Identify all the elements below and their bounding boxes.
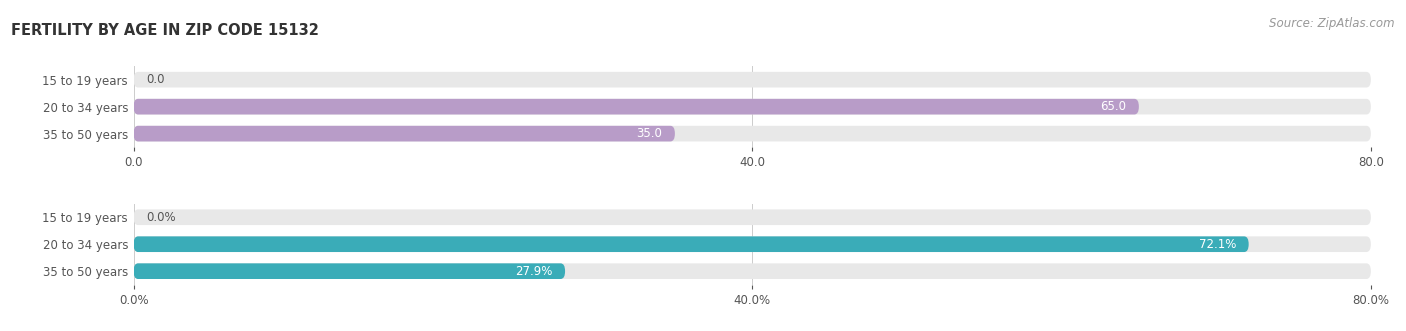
FancyBboxPatch shape [134, 210, 1371, 225]
Text: 72.1%: 72.1% [1199, 238, 1236, 251]
Text: Source: ZipAtlas.com: Source: ZipAtlas.com [1270, 17, 1395, 29]
Text: 27.9%: 27.9% [516, 265, 553, 278]
FancyBboxPatch shape [134, 126, 675, 141]
Text: 35.0: 35.0 [637, 127, 662, 140]
FancyBboxPatch shape [134, 72, 1371, 87]
FancyBboxPatch shape [134, 236, 1249, 252]
Text: FERTILITY BY AGE IN ZIP CODE 15132: FERTILITY BY AGE IN ZIP CODE 15132 [11, 23, 319, 38]
Text: 0.0: 0.0 [146, 73, 165, 86]
FancyBboxPatch shape [134, 99, 1371, 115]
FancyBboxPatch shape [134, 263, 565, 279]
Text: 0.0%: 0.0% [146, 211, 176, 224]
FancyBboxPatch shape [134, 236, 1371, 252]
Text: 65.0: 65.0 [1101, 100, 1126, 113]
FancyBboxPatch shape [134, 263, 1371, 279]
FancyBboxPatch shape [134, 99, 1139, 115]
FancyBboxPatch shape [134, 126, 1371, 141]
